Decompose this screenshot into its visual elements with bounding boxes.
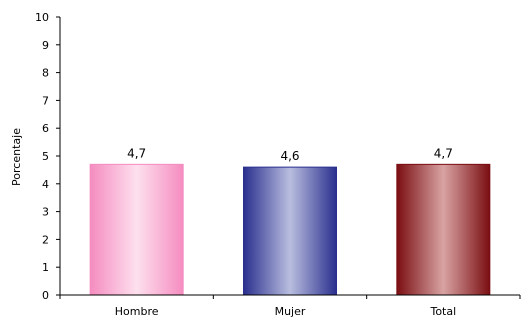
data-label-total: 4,7 <box>434 146 453 160</box>
x-tick-label-mujer: Mujer <box>275 305 306 318</box>
x-tick-label-hombre: Hombre <box>115 305 159 318</box>
bars-group <box>89 163 491 296</box>
data-labels-group: 4,7 4,6 4,7 <box>127 146 453 163</box>
x-axis: Hombre Mujer Total <box>59 294 521 318</box>
y-tick-label: 0 <box>42 289 49 302</box>
y-tick-label: 1 <box>42 261 49 274</box>
y-axis-title: Porcentaje <box>10 128 23 186</box>
y-tick-label: 4 <box>42 178 49 191</box>
bar-total <box>396 163 491 296</box>
x-tick-label-total: Total <box>429 305 456 318</box>
y-tick-label: 3 <box>42 206 49 219</box>
bar-hombre <box>89 163 184 296</box>
y-axis: 0 1 2 3 4 5 6 7 8 9 10 <box>35 11 61 302</box>
y-tick-label: 10 <box>35 11 49 24</box>
y-tick-label: 9 <box>42 39 49 52</box>
y-tick-label: 7 <box>42 94 49 107</box>
data-label-mujer: 4,6 <box>280 149 299 163</box>
data-label-hombre: 4,7 <box>127 146 146 160</box>
y-tick-label: 2 <box>42 233 49 246</box>
bar-mujer <box>243 166 337 296</box>
y-tick-label: 8 <box>42 67 49 80</box>
y-tick-label: 5 <box>42 150 49 163</box>
y-tick-label: 6 <box>42 122 49 135</box>
